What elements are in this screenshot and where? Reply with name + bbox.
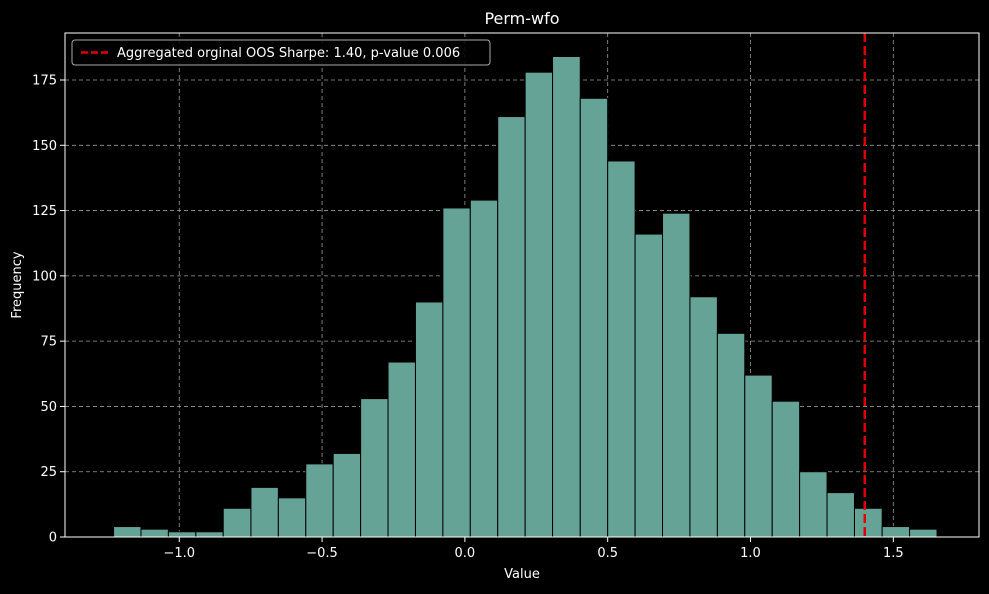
- histogram-bar: [826, 492, 855, 538]
- plot-frame: [64, 32, 980, 538]
- histogram-bar: [222, 507, 252, 538]
- histogram-bar: [579, 97, 609, 538]
- histogram-bar: [634, 233, 664, 538]
- histogram-bar: [771, 400, 801, 538]
- histogram-bar: [909, 528, 938, 538]
- y-axis-label: Frequency: [10, 251, 25, 318]
- histogram-bar: [662, 212, 691, 538]
- histogram-bar: [113, 526, 142, 538]
- x-tick-label: −1.0: [163, 546, 195, 561]
- x-axis-label: Value: [504, 567, 540, 582]
- legend-box: [71, 39, 491, 66]
- y-tick-label: 125: [32, 204, 57, 219]
- histogram-bar: [140, 528, 169, 538]
- histogram-bar: [277, 497, 307, 538]
- y-tick-label: 100: [32, 269, 57, 284]
- x-tick-label: 1.5: [883, 546, 904, 561]
- legend-label: Aggregated orginal OOS Sharpe: 1.40, p-v…: [117, 46, 460, 61]
- y-tick-label: 0: [49, 531, 57, 546]
- histogram-bar: [414, 301, 444, 538]
- histogram-bar: [524, 71, 554, 538]
- histogram-bar: [744, 374, 773, 538]
- histogram-bar: [881, 526, 911, 538]
- histogram-bar: [689, 296, 718, 538]
- x-tick-label: 0.0: [455, 546, 476, 561]
- histogram-bar: [360, 398, 389, 538]
- y-tick-label: 25: [40, 465, 57, 480]
- y-tick-label: 150: [32, 139, 57, 154]
- histogram-bar: [195, 531, 224, 538]
- histogram-bars: [113, 56, 938, 538]
- histogram-bar: [469, 199, 499, 538]
- x-tick-label: 0.5: [597, 546, 618, 561]
- histogram-bar: [387, 361, 416, 538]
- chart-title: Perm-wfo: [484, 9, 559, 28]
- histogram-bar: [853, 507, 883, 538]
- histogram-bar: [250, 486, 279, 538]
- y-tick-label: 75: [40, 335, 57, 350]
- y-tick-label: 175: [32, 74, 57, 89]
- histogram-bar: [552, 56, 581, 538]
- histogram-bar: [607, 160, 636, 538]
- histogram-bar: [716, 332, 746, 538]
- legend: Aggregated orginal OOS Sharpe: 1.40, p-v…: [71, 39, 491, 66]
- histogram-bar: [442, 207, 471, 538]
- x-tick-label: −0.5: [306, 546, 338, 561]
- x-axis-ticks: −1.0 −0.5 0.0 0.5 1.0 1.5: [163, 537, 904, 561]
- y-tick-label: 50: [40, 400, 57, 415]
- x-tick-label: 1.0: [740, 546, 761, 561]
- y-axis-ticks: 0 25 50 75 100 125 150 175: [32, 74, 65, 546]
- histogram-bar: [332, 452, 362, 538]
- histogram-bar: [799, 471, 828, 538]
- histogram-bar: [305, 463, 334, 538]
- histogram-bar: [167, 531, 197, 538]
- histogram-bar: [497, 116, 526, 538]
